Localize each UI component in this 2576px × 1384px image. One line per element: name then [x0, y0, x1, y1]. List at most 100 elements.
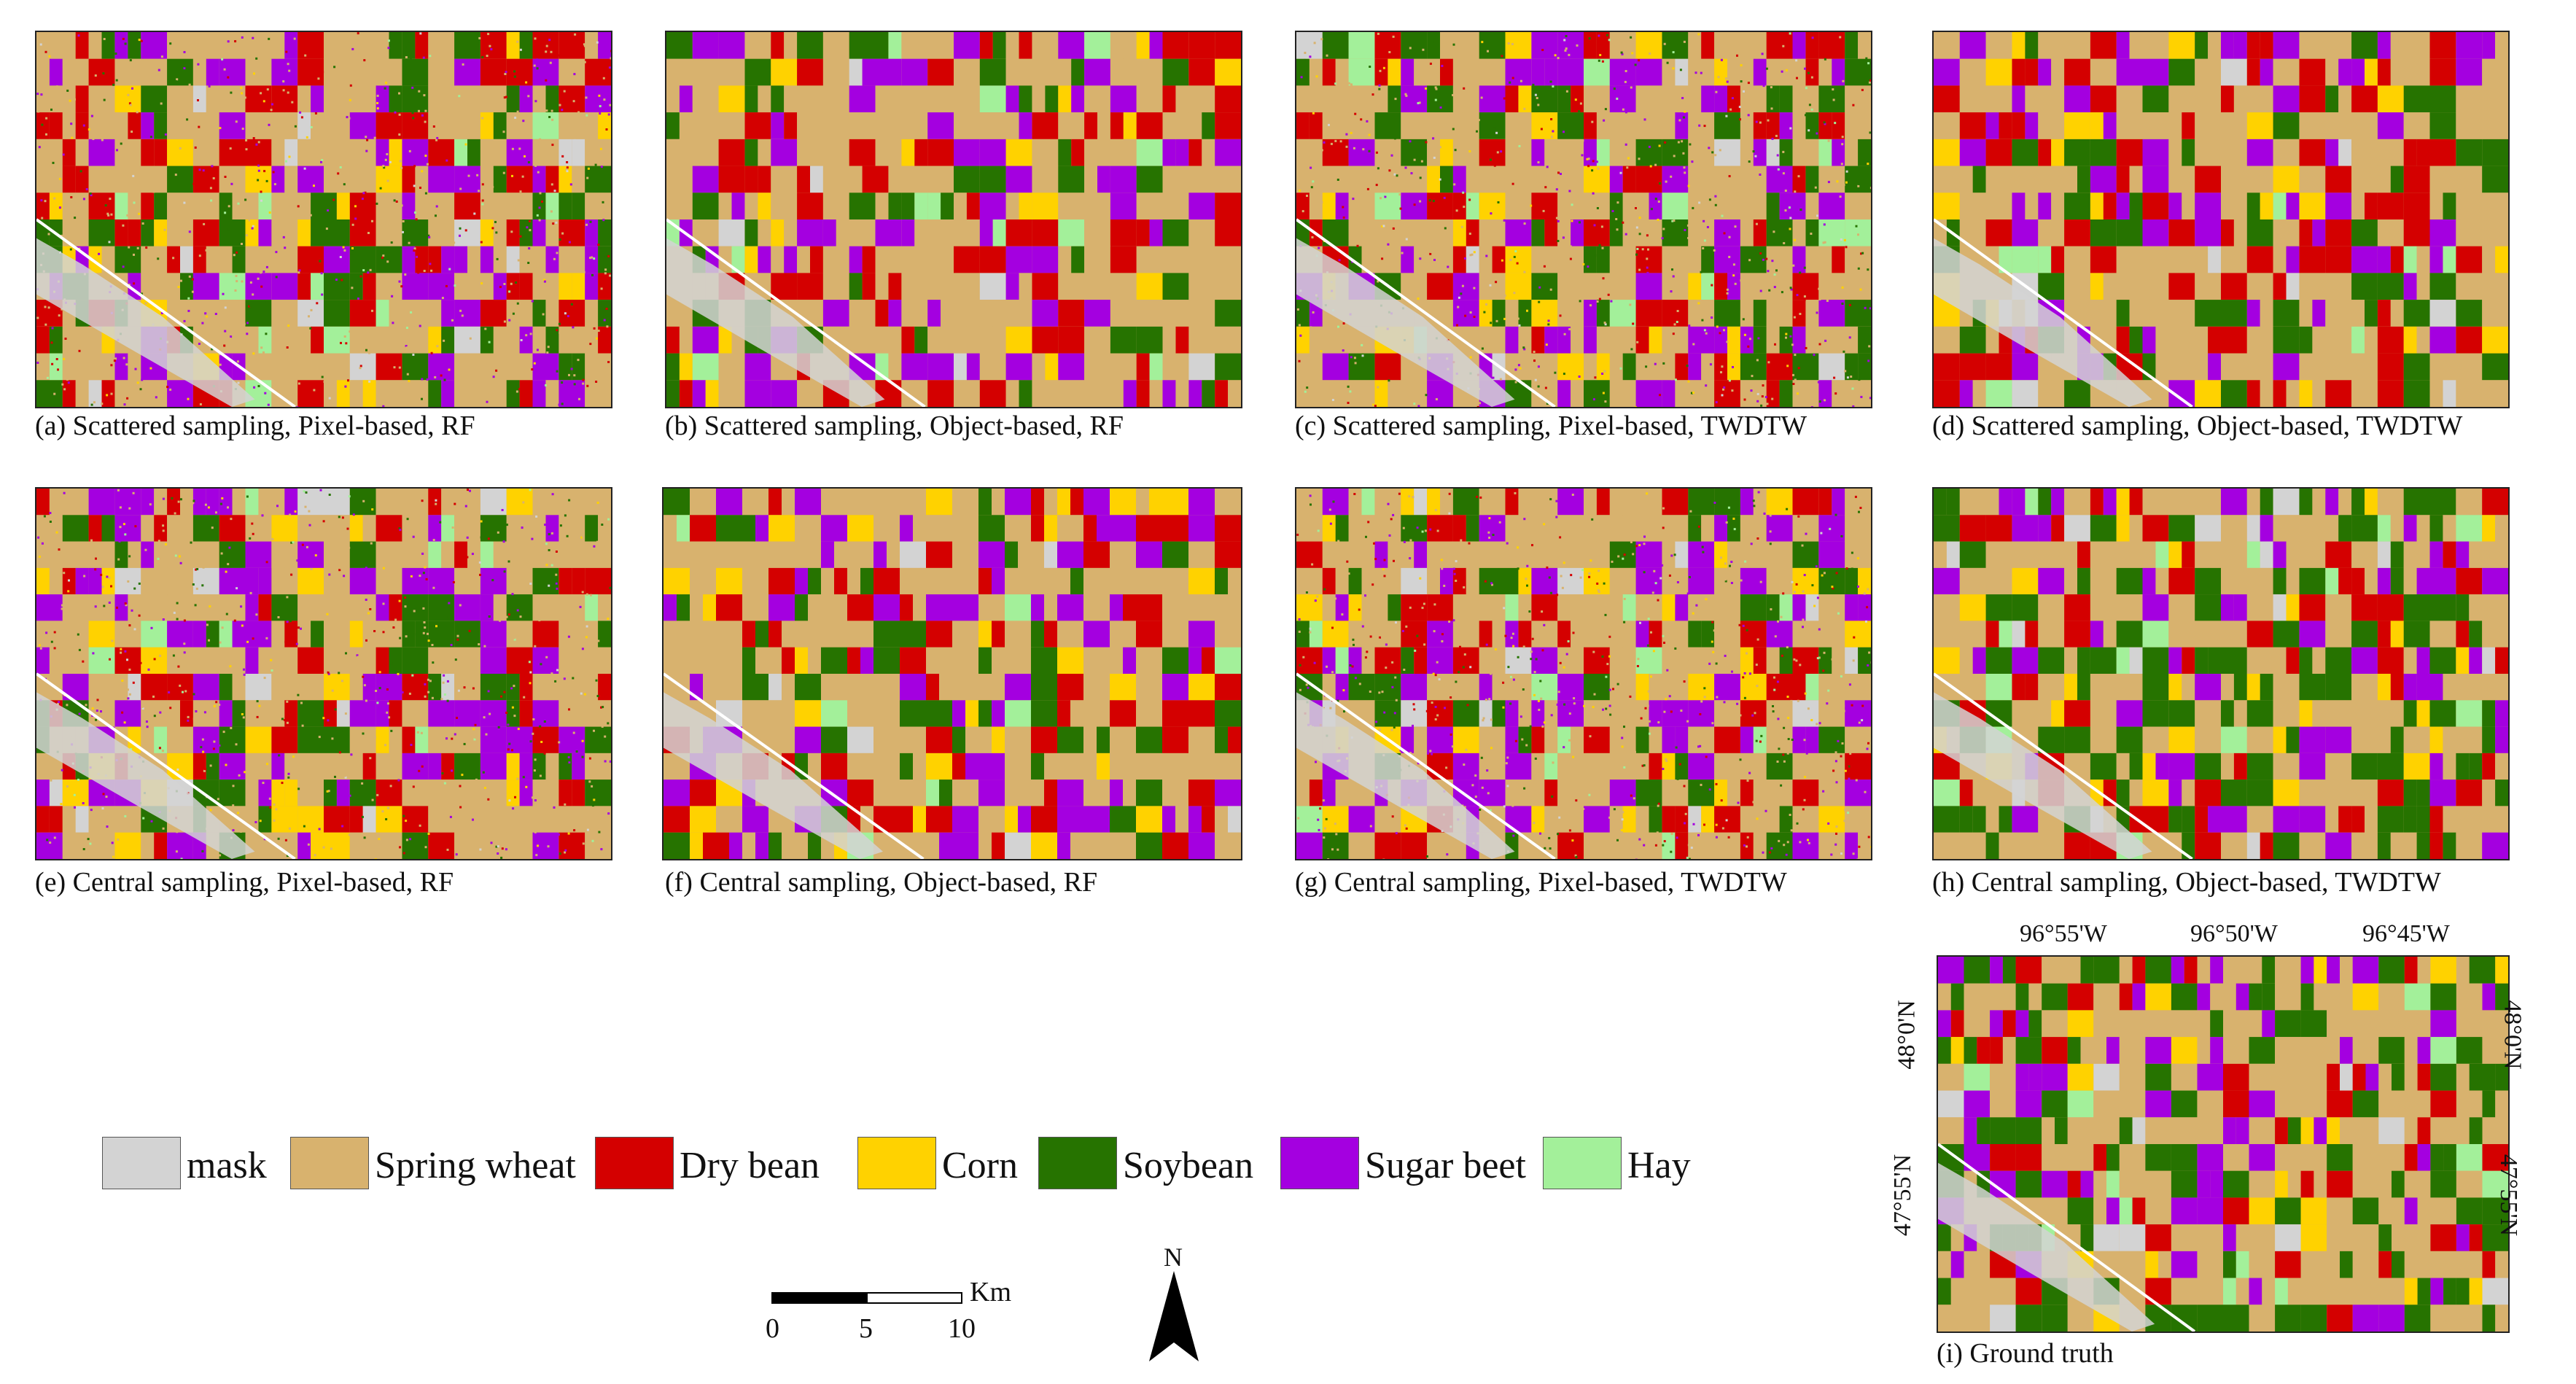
field-parcel [1452, 139, 1466, 166]
field-parcel [1740, 273, 1767, 300]
classification-noise-pixel [527, 262, 530, 264]
classification-noise-pixel [386, 720, 389, 723]
field-parcel [2456, 32, 2483, 59]
classification-noise-pixel [47, 369, 50, 372]
field-parcel [284, 541, 298, 568]
field-parcel [2273, 326, 2300, 354]
field-parcel [2195, 326, 2209, 354]
classification-noise-pixel [236, 587, 238, 590]
field-parcel [2273, 219, 2300, 246]
classification-noise-pixel [293, 512, 296, 515]
classification-noise-pixel [378, 687, 381, 690]
field-parcel [1571, 380, 1584, 407]
classification-noise-pixel [1624, 80, 1627, 83]
classification-noise-pixel [555, 221, 558, 224]
field-parcel [375, 139, 389, 166]
classification-noise-pixel [432, 539, 435, 541]
classification-noise-pixel [564, 851, 567, 854]
classification-noise-pixel [1594, 254, 1597, 257]
field-parcel [258, 489, 272, 516]
field-parcel [1753, 219, 1767, 246]
classification-noise-pixel [481, 199, 484, 202]
field-parcel [2377, 246, 2391, 273]
field-parcel [506, 674, 520, 701]
classification-noise-pixel [383, 166, 386, 169]
classification-noise-pixel [1845, 170, 1848, 173]
classification-noise-pixel [270, 658, 273, 661]
classification-noise-pixel [108, 241, 111, 244]
field-parcel [2195, 58, 2221, 86]
classification-noise-pixel [234, 40, 237, 43]
classification-noise-pixel [564, 803, 567, 806]
field-parcel [2077, 166, 2090, 193]
field-parcel [1675, 273, 1689, 300]
classification-noise-pixel [152, 190, 155, 193]
field-parcel [2325, 139, 2339, 166]
field-parcel [192, 726, 219, 753]
classification-noise-pixel [49, 521, 52, 523]
classification-noise-pixel [1391, 387, 1393, 390]
classification-noise-pixel [505, 848, 507, 851]
field-parcel [2246, 380, 2260, 407]
classification-noise-pixel [1557, 219, 1560, 222]
classification-noise-pixel [296, 559, 299, 562]
classification-noise-pixel [1826, 61, 1829, 63]
classification-noise-pixel [262, 271, 265, 273]
field-parcel [167, 726, 180, 753]
classification-noise-pixel [601, 524, 604, 526]
classification-noise-pixel [58, 206, 61, 209]
classification-noise-pixel [1476, 405, 1479, 407]
classification-noise-pixel [327, 669, 330, 672]
classification-noise-pixel [518, 147, 521, 150]
classification-noise-pixel [282, 93, 285, 96]
classification-noise-pixel [233, 556, 235, 559]
classification-noise-pixel [252, 352, 255, 355]
classification-noise-pixel [1306, 386, 1309, 389]
field-parcel [1766, 219, 1793, 246]
classification-noise-pixel [1692, 36, 1694, 39]
classification-noise-pixel [263, 672, 265, 674]
classification-noise-pixel [1385, 193, 1388, 196]
field-parcel [1005, 489, 1031, 516]
crop-map-f [662, 487, 1242, 860]
field-parcel [49, 647, 63, 674]
classification-noise-pixel [457, 532, 460, 534]
field-parcel [271, 166, 285, 193]
field-parcel [1740, 58, 1754, 86]
field-parcel [49, 806, 63, 833]
classification-noise-pixel [1563, 373, 1565, 376]
classification-noise-pixel [451, 606, 454, 609]
field-parcel [966, 326, 980, 354]
field-parcel [454, 541, 467, 568]
field-parcel [849, 219, 863, 246]
classification-noise-pixel [593, 489, 596, 491]
field-parcel [114, 806, 141, 833]
classification-noise-pixel [260, 771, 262, 774]
classification-noise-pixel [209, 809, 212, 812]
field-parcel [2233, 32, 2247, 59]
classification-noise-pixel [262, 357, 265, 359]
classification-noise-pixel [507, 560, 510, 563]
classification-noise-pixel [351, 223, 354, 226]
field-parcel [742, 621, 755, 648]
field-parcel [2403, 85, 2430, 113]
classification-noise-pixel [464, 143, 467, 146]
classification-noise-pixel [45, 133, 47, 136]
classification-noise-pixel [568, 373, 570, 376]
field-parcel [1740, 166, 1754, 193]
classification-noise-pixel [1794, 354, 1797, 357]
field-parcel [349, 353, 376, 381]
classification-noise-pixel [334, 708, 337, 711]
classification-noise-pixel [1841, 286, 1844, 289]
classification-noise-pixel [1638, 59, 1641, 62]
classification-noise-pixel [1842, 79, 1845, 82]
classification-noise-pixel [339, 256, 342, 258]
classification-noise-pixel [416, 376, 419, 378]
classification-noise-pixel [1796, 77, 1798, 79]
classification-noise-pixel [1857, 267, 1860, 270]
classification-noise-pixel [82, 802, 85, 804]
field-parcel [545, 219, 559, 246]
field-parcel [2351, 32, 2378, 59]
field-parcel [2390, 32, 2404, 59]
field-parcel [454, 489, 480, 516]
